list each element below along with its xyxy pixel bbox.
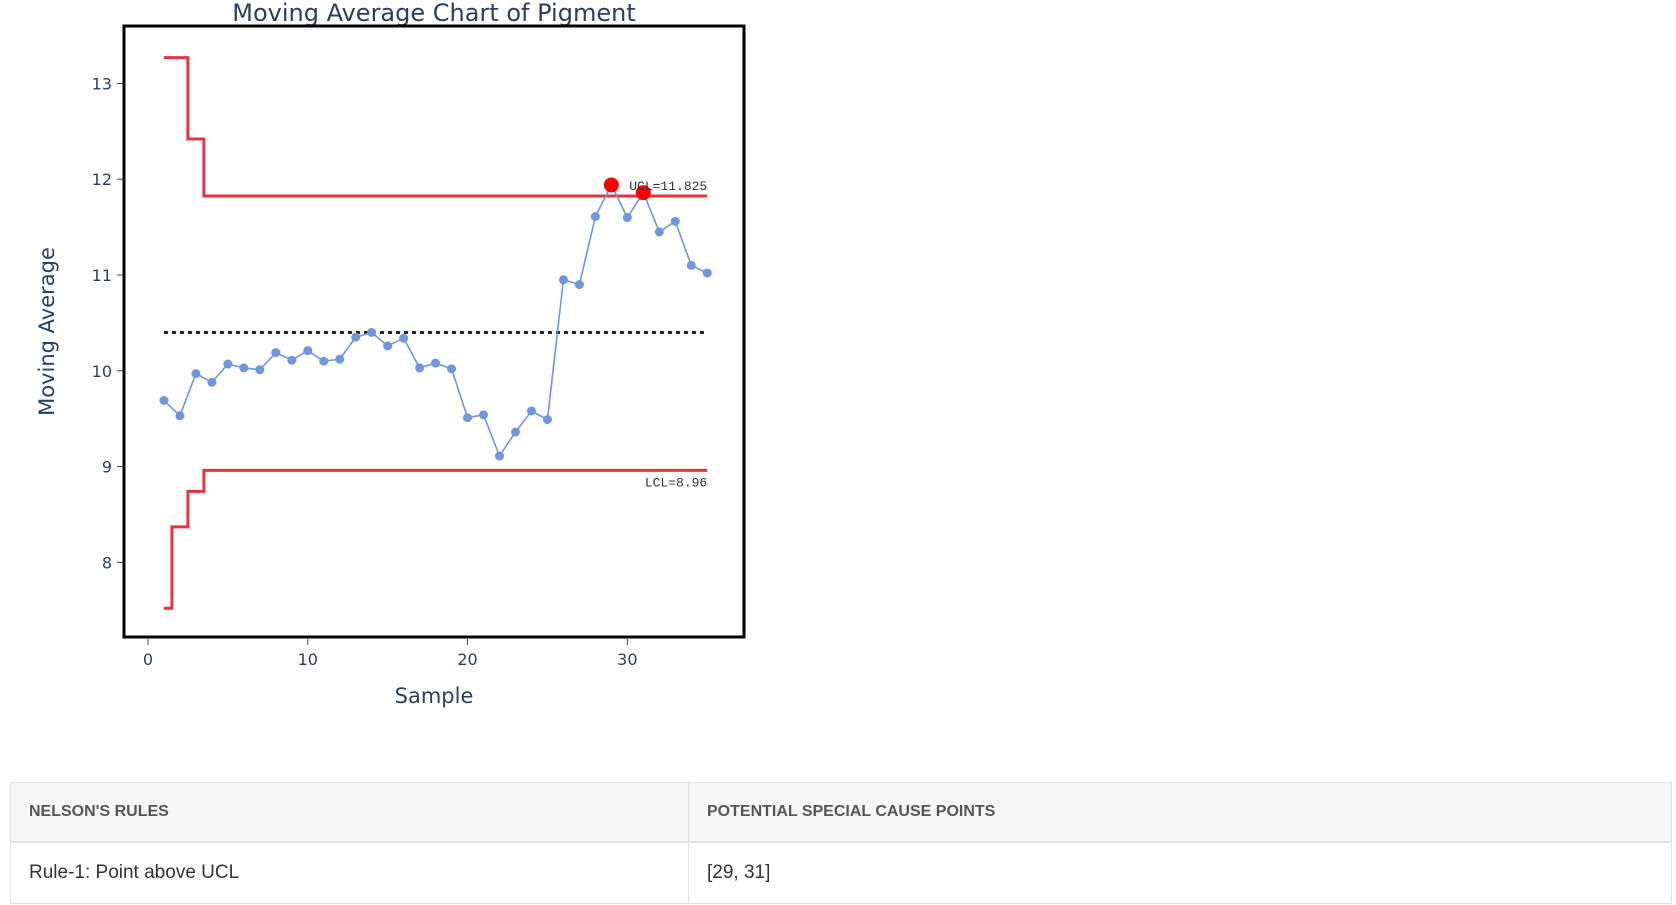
table-row: Rule-1: Point above UCL [29, 31] — [10, 842, 1672, 904]
header-nelsons-rules: NELSON'S RULES — [10, 782, 689, 843]
y-tick-label: 13 — [92, 74, 112, 93]
axis-ticks: 0 10 20 30 8 9 10 11 12 13 — [92, 74, 638, 669]
plot-frame — [122, 24, 746, 639]
data-point — [590, 212, 600, 222]
header-special-cause-points: POTENTIAL SPECIAL CAUSE POINTS — [688, 782, 1672, 843]
data-point — [351, 332, 361, 342]
data-point — [223, 359, 233, 369]
data-point — [191, 369, 201, 379]
data-point — [303, 346, 313, 356]
data-point — [367, 327, 377, 337]
data-point — [542, 415, 552, 425]
table-header-row: NELSON'S RULES POTENTIAL SPECIAL CAUSE P… — [10, 782, 1672, 843]
data-point — [447, 364, 457, 374]
y-tick-label: 12 — [92, 170, 112, 189]
data-point — [463, 413, 473, 423]
series-line — [163, 183, 708, 458]
plot-area — [159, 56, 712, 610]
data-point — [526, 406, 536, 416]
y-tick-label: 9 — [102, 458, 112, 477]
data-point — [510, 427, 520, 437]
data-point — [622, 213, 632, 223]
data-point — [558, 275, 568, 285]
data-point — [271, 348, 281, 358]
chart-title: Moving Average Chart of Pigment — [232, 0, 635, 27]
x-tick-label: 20 — [457, 650, 477, 669]
x-axis-title: Sample — [395, 684, 474, 708]
data-point — [495, 451, 505, 461]
nelson-rules-table: NELSON'S RULES POTENTIAL SPECIAL CAUSE P… — [10, 782, 1672, 904]
data-point — [239, 363, 249, 373]
points-cell: [29, 31] — [707, 862, 771, 883]
data-point — [287, 355, 297, 365]
data-point — [670, 216, 680, 226]
data-point — [574, 280, 584, 290]
ucl-label: UCL=11.825 — [629, 179, 707, 194]
data-point — [335, 354, 345, 364]
data-point — [702, 268, 712, 278]
lcl-line — [163, 468, 708, 610]
data-point — [399, 333, 409, 343]
moving-average-chart: Moving Average Chart of Pigment Sample M… — [0, 0, 830, 750]
y-tick-label: 10 — [92, 362, 112, 381]
lcl-label: LCL=8.96 — [645, 475, 707, 490]
y-tick-label: 11 — [92, 266, 112, 285]
y-tick-label: 8 — [102, 553, 112, 572]
special-cause-point — [635, 185, 651, 201]
x-tick-label: 0 — [143, 650, 153, 669]
x-tick-label: 30 — [617, 650, 637, 669]
data-point — [431, 358, 441, 368]
special-cause-point — [603, 177, 619, 193]
data-point — [415, 363, 425, 373]
data-point — [654, 227, 664, 237]
rule-cell: Rule-1: Point above UCL — [10, 842, 689, 904]
data-point — [207, 377, 217, 387]
chart-svg: Moving Average Chart of Pigment Sample M… — [35, 0, 746, 708]
ucl-line — [163, 56, 708, 198]
data-point — [175, 411, 185, 421]
data-point — [383, 341, 393, 351]
data-point — [479, 410, 489, 420]
data-point — [159, 395, 169, 405]
y-axis-title: Moving Average — [35, 247, 59, 416]
data-point — [686, 260, 696, 270]
x-tick-label: 10 — [298, 650, 318, 669]
data-point — [255, 365, 265, 375]
data-point — [319, 356, 329, 366]
